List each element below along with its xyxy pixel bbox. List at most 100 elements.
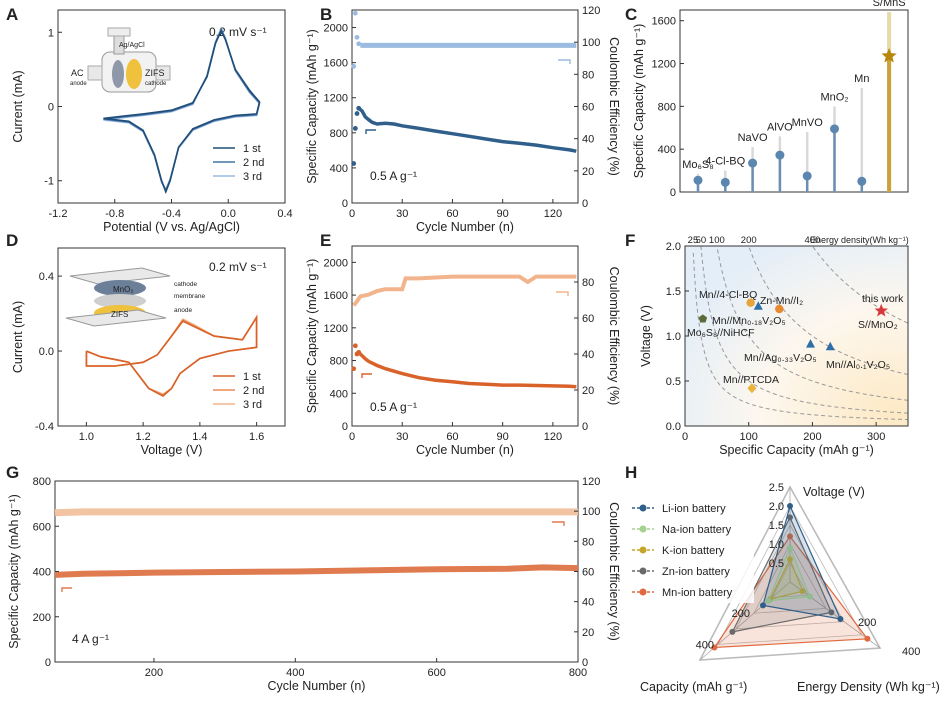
ce-point-b [356,41,362,47]
x-tick-label-e: 90 [497,431,509,443]
cell-schematic-inset: Ag/AgCl AC anode ZIFS cathode [70,27,171,93]
radar-vertex-Li-ion [837,615,844,622]
legend-label-a: 2 nd [243,157,264,169]
y2-tick-label-g: 60 [582,567,594,579]
scan-rate-note-d: 0.2 mV s⁻¹ [209,260,267,274]
category-label-4-Cl-BQ: 4-Cl-BQ [705,156,745,168]
energy-tick-50: 50 [696,235,707,246]
y-tick-label-e: 2000 [324,257,348,269]
y2-axis-title-e: Coulombic Efficiency (%) [607,267,621,406]
star-marker-S/MnS [881,48,897,63]
point-label-mo6s8-nihcf: Mo₆S₈//NiHCF [687,327,755,339]
y-tick-label-c: 0 [670,187,676,199]
energy-density-axis-label: Energy density(Wh kg⁻¹) [810,235,909,245]
y-tick-label-d: 0.0 [39,346,54,358]
axis-label-capacity: Capacity (mAh g⁻¹) [640,680,747,694]
panel-label-f: F [625,231,635,250]
x-tick-label-d: 1.2 [135,431,150,443]
x-tick-label-e: 0 [349,431,355,443]
cv-curve-d-1st [85,314,258,397]
y2-tick-label-b: 80 [582,69,594,81]
x-tick-label-a: -1.2 [49,208,68,220]
inset-label-anode: anode [70,81,87,87]
legend-marker-h [639,567,647,575]
radar-area-Na-ion [767,546,811,602]
point-label-mn-agvo: Mn//Ag₀.₃₃V₂O₅ [744,352,817,364]
x-tick-label-g: 200 [145,667,163,679]
y-axis-title-c: Specific Capacity (mAh g⁻¹) [632,24,646,179]
x-tick-label-b: 120 [544,208,562,220]
capacity-point-e [356,349,362,355]
point-label-s-mno2: S//MnO₂ [858,319,898,331]
radar-vertex-Mn-ion [864,635,871,642]
x-tick-label-g: 400 [286,667,304,679]
capacity-point-e [352,343,358,349]
marker-5 [806,339,816,348]
radar-vertex-Zn-ion [787,514,793,521]
category-label-AlVO: AlVO [767,121,793,133]
legend-label-h: K-ion battery [662,545,725,557]
right-port [155,65,171,81]
y-tick-label-f: 2.0 [666,241,681,253]
y2-tick-label-e: 0 [582,421,588,433]
y-tick-label-c: 800 [658,101,676,113]
ce-trace-g [54,508,578,517]
legend-label-h: Zn-ion battery [662,566,730,578]
marker-1 [746,298,755,307]
energy-iso-curve-50 [700,245,908,414]
y2-tick-label-b: 0 [582,198,588,210]
x-tick-label-d: 1.0 [79,431,94,443]
y-tick-label-c: 400 [658,144,676,156]
radar-vertex-Na-ion [806,593,813,600]
y2-tick-label-g: 20 [582,627,594,639]
y-tick-label-e: 400 [330,388,348,400]
y-tick-label-g: 800 [33,476,51,488]
category-label-NaVO: NaVO [738,132,768,144]
category-label-Mn: Mn [854,73,869,85]
radar-vertex-Li-ion [760,602,766,609]
capacity-point-b [354,111,360,116]
y2-tick-label-b: 100 [582,37,600,49]
category-label-Mo6S8: Mo₆S₈ [682,159,714,171]
capacity-point-b [356,105,362,111]
panel-label-h: H [625,463,637,482]
y-tick-label-c: 1600 [652,16,676,28]
y-axis-title-b: Specific Capacity (mAh g⁻¹) [305,29,319,184]
y2-tick-label-e: 60 [582,313,594,325]
x-tick-label-b: 60 [446,208,458,220]
x-tick-label-g: 600 [427,667,445,679]
cv-curve-d-2nd [85,314,258,397]
legend-label-a: 3 rd [243,171,262,183]
bottom-plate [65,309,167,327]
y-axis-title-g: Specific Capacity (mAh g⁻¹) [7,494,21,649]
y-tick-label-f: 1.5 [666,286,681,298]
ce-point-b [354,34,360,40]
panel-label-b: B [320,5,332,24]
capacity-trace-b [357,106,577,153]
radar-vertex-Li-ion [787,503,793,509]
x-tick-label-e: 30 [396,431,408,443]
y2-tick-label-b: 120 [582,5,600,17]
x-tick-label-a: -0.8 [105,208,124,220]
energy-tick-25: 25 [688,235,699,246]
voltage-tick: 2.0 [769,501,784,513]
x-tick-label-a: 0.4 [277,208,292,220]
y2-tick-label-e: 20 [582,385,594,397]
point-4-Cl-BQ [720,177,730,187]
x-tick-label-e: 60 [446,431,458,443]
legend-box-h [626,493,754,603]
category-label-MnO2: MnO₂ [820,91,848,103]
x-tick-label-d: 1.4 [192,431,207,443]
radar-vertex-K-ion [787,556,793,563]
y-tick-label-b: 2000 [324,23,348,35]
panel-label-e: E [320,231,331,250]
plot-frame-d [57,247,286,427]
y-tick-label-b: 1600 [324,58,348,70]
x-axis-title-b: Cycle Number (n) [416,220,514,234]
y-axis-title-d: Current (mA) [11,301,25,373]
energy-iso-curve-100 [717,249,908,401]
legend-marker-h [639,588,647,596]
legend-label-d: 3 rd [243,399,262,411]
voltage-tick: 1.5 [769,520,784,532]
inset-label-cathode: cathode [174,281,198,288]
